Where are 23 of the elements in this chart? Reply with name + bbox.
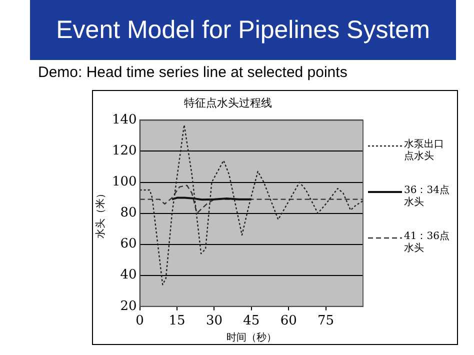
x-tick-label: 75 — [318, 314, 334, 329]
legend-label: 36：34点水头 — [404, 185, 450, 209]
y-tick-label: 20 — [120, 298, 137, 314]
chart-subtitle: Demo: Head time series line at selected points — [38, 64, 348, 81]
y-tick-label: 100 — [112, 174, 137, 190]
y-tick-label: 140 — [112, 112, 137, 128]
y-tick-label: 80 — [120, 206, 137, 221]
y-tick-label: 40 — [120, 268, 137, 283]
text: 特征点水头过程线 — [184, 96, 272, 110]
y-tick-label: 60 — [120, 236, 137, 252]
x-tick-label: 30 — [206, 314, 222, 329]
legend-label: 水泵出口点水头 — [404, 139, 445, 163]
legend-label: 41：36点水头 — [404, 231, 450, 255]
x-tick-label: 0 — [136, 314, 144, 329]
line-series — [140, 124, 363, 286]
y-axis-title: 水头（米） — [94, 188, 107, 238]
x-axis-title: 时间（秒） — [226, 332, 276, 344]
x-tick-label: 45 — [243, 314, 260, 329]
line-series — [140, 184, 363, 214]
x-tick-label: 15 — [168, 314, 186, 329]
x-tick-label: 60 — [280, 314, 297, 329]
chart-title: Event Model for Pipelines System — [30, 0, 456, 60]
y-tick-label: 120 — [112, 144, 137, 159]
